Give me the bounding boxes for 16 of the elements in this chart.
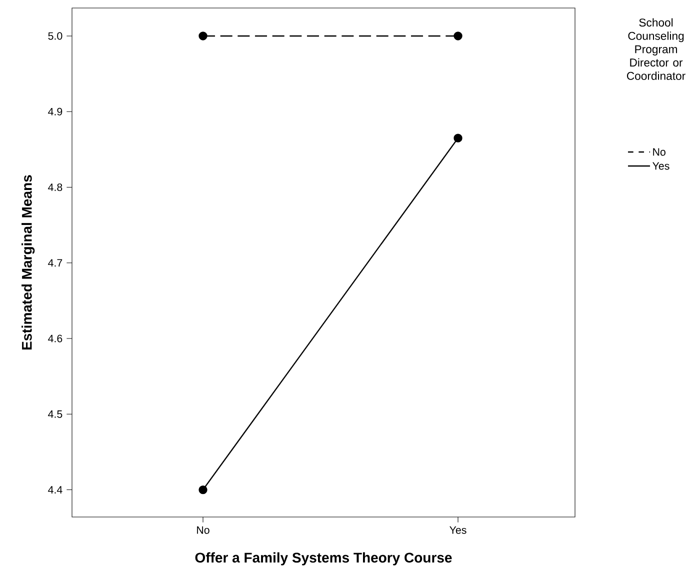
x-axis-title: Offer a Family Systems Theory Course (195, 552, 452, 566)
y-tick-label: 4.4 (48, 486, 62, 494)
y-tick-label: 4.5 (48, 410, 62, 418)
legend-title: School Counseling Program Director or Coordinator (626, 18, 686, 80)
point (454, 32, 462, 40)
y-tick-label: 4.6 (48, 334, 62, 342)
legend-label: Yes (652, 162, 670, 170)
y-tick-label: 5.0 (48, 32, 62, 40)
y-axis-title: Estimated Marginal Means (22, 175, 35, 350)
point (198, 485, 208, 494)
y-tick-label: 4.7 (48, 259, 62, 267)
y-tick-label: 4.8 (48, 183, 62, 192)
legend-label: No (653, 148, 666, 156)
y-tick-label: 4.9 (48, 108, 62, 116)
point (198, 32, 208, 40)
point (454, 134, 462, 142)
